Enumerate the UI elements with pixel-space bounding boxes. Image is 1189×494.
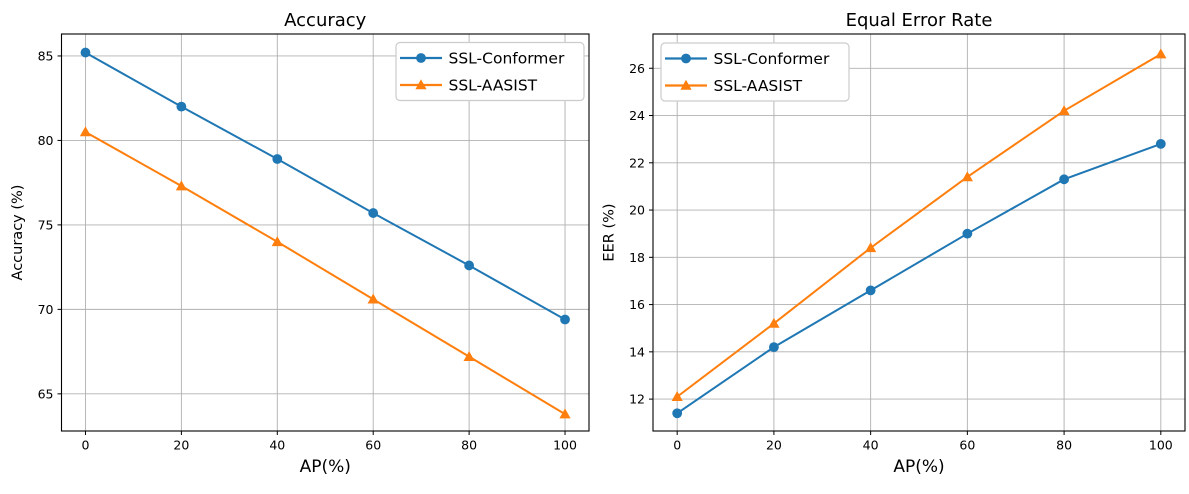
series-ssl-conformer bbox=[80, 47, 570, 325]
x-tick-label: 100 bbox=[1149, 438, 1173, 453]
x-tick-label: 20 bbox=[766, 438, 782, 453]
series-ssl-conformer bbox=[672, 138, 1166, 419]
ticks: 0 20 40 60 80 100 12 14 16 18 20 22 24 26 bbox=[629, 61, 1173, 453]
circle-marker bbox=[769, 342, 779, 353]
y-tick-label: 20 bbox=[629, 203, 645, 218]
x-axis-label: AP(%) bbox=[893, 457, 944, 477]
x-tick-label: 0 bbox=[673, 438, 681, 453]
y-tick-label: 22 bbox=[629, 155, 645, 170]
legend-label: SSL-Conformer bbox=[714, 50, 830, 68]
triangle-marker bbox=[175, 180, 187, 191]
triangle-marker bbox=[1058, 105, 1070, 116]
triangle-marker bbox=[559, 408, 571, 419]
circle-marker bbox=[560, 314, 570, 325]
x-tick-label: 0 bbox=[82, 438, 90, 453]
circle-marker bbox=[176, 101, 187, 112]
series-line bbox=[676, 53, 1162, 398]
legend-circle-marker bbox=[681, 53, 691, 64]
triangle-marker bbox=[768, 317, 780, 328]
legend-triangle-marker bbox=[415, 79, 427, 90]
series-line bbox=[84, 51, 566, 321]
x-tick-label: 80 bbox=[461, 438, 477, 453]
triangle-marker bbox=[79, 126, 92, 137]
x-axis-label: AP(%) bbox=[300, 457, 351, 477]
x-tick-label: 40 bbox=[269, 438, 285, 453]
circle-marker bbox=[865, 285, 876, 296]
legend: SSL-Conformer SSL-AASIST bbox=[660, 42, 850, 102]
legend-label: SSL-AASIST bbox=[449, 77, 538, 95]
x-tick-label: 80 bbox=[1056, 438, 1072, 453]
y-axis-label: EER (%) bbox=[602, 203, 618, 261]
legend-label: SSL-AASIST bbox=[714, 77, 803, 95]
equal-error-rate-chart: 0 20 40 60 80 100 12 14 16 18 20 22 24 26 Equal Error … bbox=[602, 10, 1186, 477]
y-tick-label: 26 bbox=[629, 61, 645, 76]
circle-marker bbox=[672, 408, 683, 419]
x-tick-label: 60 bbox=[365, 438, 381, 453]
circle-marker bbox=[272, 154, 283, 164]
legend-triangle-marker bbox=[680, 79, 692, 90]
y-axis-label: Accuracy (%) bbox=[10, 185, 26, 281]
y-tick-label: 80 bbox=[38, 133, 54, 148]
legend-circle-marker bbox=[416, 53, 426, 63]
triangle-marker bbox=[865, 242, 877, 253]
y-tick-label: 12 bbox=[629, 392, 645, 407]
y-tick-label: 85 bbox=[38, 48, 54, 63]
accuracy-chart: 0 20 40 60 80 100 65 70 75 80 85 Accuracy AP(%) Accur… bbox=[10, 10, 590, 477]
chart-title: Equal Error Rate bbox=[846, 10, 993, 31]
triangle-marker bbox=[271, 236, 283, 247]
triangle-marker bbox=[671, 391, 683, 402]
legend-box bbox=[660, 42, 850, 102]
circle-marker bbox=[368, 208, 379, 218]
axes-frame bbox=[652, 33, 1186, 432]
y-tick-label: 16 bbox=[629, 297, 645, 312]
x-tick-label: 100 bbox=[553, 438, 577, 453]
y-tick-label: 75 bbox=[38, 217, 54, 232]
y-tick-label: 24 bbox=[629, 108, 645, 123]
ticks: 0 20 40 60 80 100 65 70 75 80 85 bbox=[38, 48, 577, 452]
series-ssl-aasist bbox=[79, 126, 571, 419]
series-line bbox=[676, 142, 1162, 415]
series-line bbox=[84, 131, 566, 415]
y-tick-label: 14 bbox=[629, 344, 645, 359]
x-tick-label: 20 bbox=[173, 438, 189, 453]
chart-title: Accuracy bbox=[284, 10, 367, 31]
triangle-marker bbox=[961, 171, 973, 182]
triangle-marker bbox=[367, 293, 379, 304]
axes-frame bbox=[60, 33, 590, 432]
y-tick-label: 70 bbox=[38, 302, 54, 317]
x-tick-label: 60 bbox=[959, 438, 975, 453]
circle-marker bbox=[80, 47, 91, 58]
y-tick-label: 18 bbox=[629, 250, 645, 265]
legend-box bbox=[395, 41, 585, 102]
circle-marker bbox=[962, 228, 973, 239]
triangle-marker bbox=[463, 350, 475, 361]
legend-label: SSL-Conformer bbox=[449, 50, 565, 68]
x-tick-label: 40 bbox=[863, 438, 879, 453]
y-tick-label: 65 bbox=[38, 386, 54, 401]
grid bbox=[653, 34, 1185, 431]
circle-marker bbox=[1059, 174, 1069, 185]
circle-marker bbox=[464, 260, 475, 271]
triangle-marker bbox=[1155, 48, 1167, 59]
circle-marker bbox=[1155, 138, 1166, 149]
legend: SSL-Conformer SSL-AASIST bbox=[395, 41, 585, 102]
series-ssl-aasist bbox=[671, 48, 1167, 402]
